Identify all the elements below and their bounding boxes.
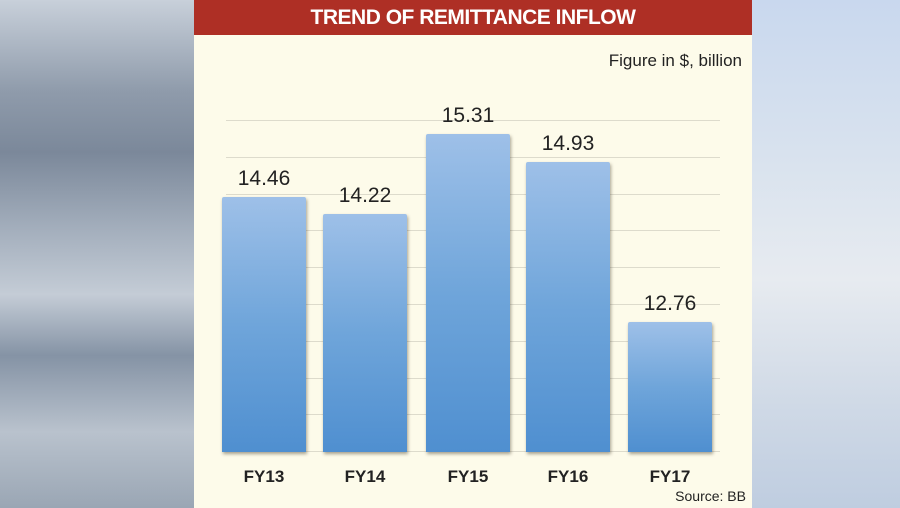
unit-note: Figure in $, billion — [608, 51, 742, 70]
chart-card: TREND OF REMITTANCE INFLOW Figure in $, … — [194, 0, 752, 508]
value-label: 12.76 — [643, 292, 697, 315]
category-label: FY17 — [649, 467, 691, 486]
category-label: FY14 — [344, 467, 386, 486]
category-label: FY16 — [547, 467, 589, 486]
bar-fy15 — [426, 134, 510, 452]
value-label: 14.22 — [338, 184, 392, 208]
bar-fy16 — [526, 162, 610, 452]
background-right — [752, 0, 900, 508]
category-label: FY15 — [447, 467, 489, 486]
value-label: 14.93 — [541, 132, 595, 156]
bar-fy14 — [323, 214, 407, 452]
bar-fy13 — [222, 196, 306, 452]
bar-fy17 — [628, 322, 712, 452]
background-left — [0, 0, 194, 508]
chart-title: TREND OF REMITTANCE INFLOW — [194, 0, 752, 35]
source-note: Source: BB — [675, 488, 746, 504]
gridline — [226, 120, 720, 121]
value-label: 14.46 — [237, 166, 291, 190]
value-label: 15.31 — [441, 104, 495, 127]
category-label: FY13 — [243, 467, 285, 486]
